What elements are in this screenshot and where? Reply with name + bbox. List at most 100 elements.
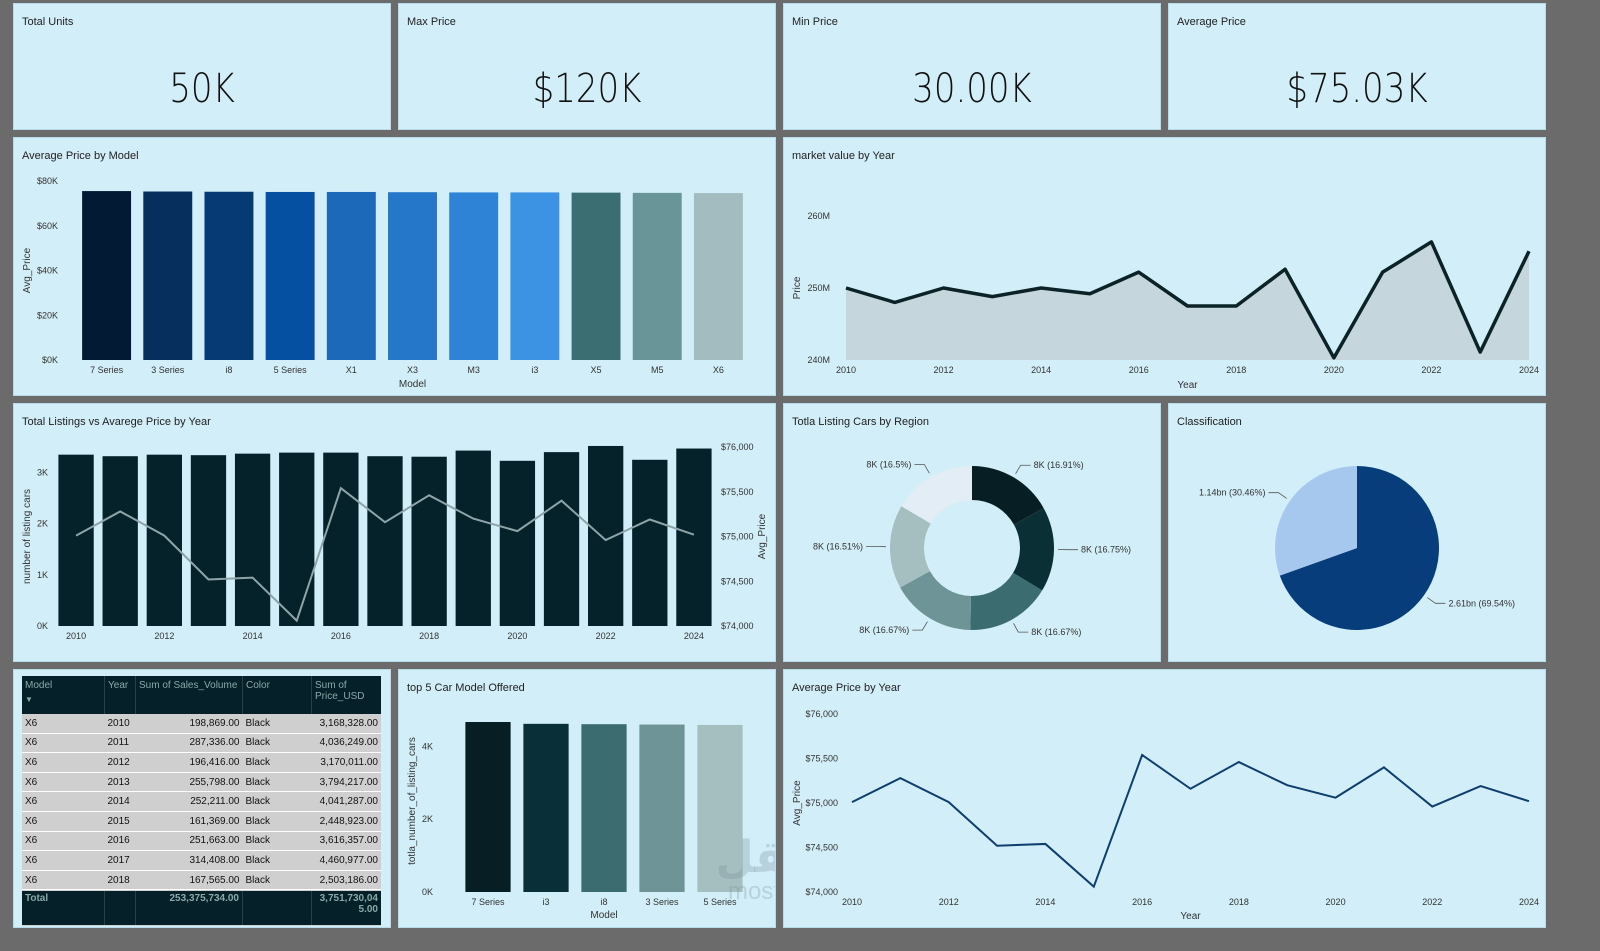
avg-price-by-model-card[interactable]: Average Price by Model $0K $20K $40K $60K $80…: [13, 137, 776, 396]
table-row[interactable]: X6 2017 314,408.00 Black 4,460,977.00: [22, 850, 381, 871]
y-tick-label: $75,500: [805, 754, 838, 764]
y-tick-label: $60K: [37, 221, 58, 231]
bar: [265, 191, 315, 360]
table-row[interactable]: X6 2012 196,416.00 Black 3,170,011.00: [22, 752, 381, 773]
y-tick-label: $75,000: [805, 798, 838, 808]
x-tick-label: 2010: [842, 897, 862, 907]
y-tick-label: $74,500: [805, 843, 838, 853]
y-tick-label: 260M: [807, 211, 830, 221]
col-header-label: Sum of Price_USD: [315, 680, 365, 702]
table-cell: Black: [242, 870, 312, 891]
sales-table-card[interactable]: Model ▼ Year Sum of Sales_Volume Color Su…: [13, 669, 391, 928]
table-cell: Black: [242, 733, 312, 754]
table-row[interactable]: X6 2018 167,565.00 Black 2,503,186.00: [22, 870, 381, 891]
bar: [571, 192, 621, 360]
y-tick-label: 0K: [37, 621, 48, 631]
slice-label: 8K (16.91%): [1034, 460, 1084, 470]
slice: [970, 572, 1043, 630]
kpi-card-max-price[interactable]: Max Price $120K: [398, 3, 776, 130]
table-cell: Black: [242, 811, 312, 832]
sort-down-icon[interactable]: ▼: [25, 695, 33, 704]
table-cell: Black: [242, 714, 312, 734]
leader-line: [1268, 492, 1287, 499]
bar: [510, 192, 560, 360]
x-tick-label: 2024: [684, 631, 704, 641]
kpi-card-total-units[interactable]: Total Units 50K: [13, 3, 391, 130]
bar: [697, 724, 743, 892]
y-axis-label: number of listing cars: [22, 489, 33, 584]
market-value-by-year-card[interactable]: market value by Year 240M 250M 260M Price 201…: [783, 137, 1546, 396]
col-header-label: Model: [25, 680, 53, 691]
table-row[interactable]: X6 2011 287,336.00 Black 4,036,249.00: [22, 733, 381, 754]
bar: [693, 193, 743, 360]
market-value-by-year-chart: market value by Year 240M 250M 260M Price 201…: [792, 150, 1539, 391]
y-axis-label: Avg_Price: [792, 780, 803, 826]
kpi-title: Average Price: [1177, 16, 1246, 28]
col-header-price[interactable]: Sum of Price_USD: [311, 676, 381, 714]
y2-axis-label: Avg_Price: [757, 513, 768, 559]
table-cell: 4,036,249.00: [311, 733, 381, 754]
bar: [455, 450, 491, 626]
table-cell: 198,869.00: [135, 714, 243, 734]
kpi-card-average-price[interactable]: Average Price $75.03K: [1168, 3, 1546, 130]
listings-vs-avg-price-card[interactable]: Total Listings vs Avarege Price by Year 0…: [13, 403, 776, 662]
bar: [367, 456, 403, 626]
table-row[interactable]: X6 2014 252,211.00 Black 4,041,287.00: [22, 791, 381, 812]
table-cell: 2014: [104, 791, 136, 812]
area-fill: [846, 241, 1529, 360]
table-cell: X6: [22, 870, 105, 891]
top5-models-card[interactable]: top 5 Car Model Offered 0K 2K 4K totla_numbe…: [398, 669, 776, 928]
x-tick-label: 7 Series: [90, 365, 124, 375]
col-header-model[interactable]: Model ▼: [22, 676, 105, 714]
slice: [890, 506, 931, 588]
col-header-year[interactable]: Year: [104, 676, 136, 714]
y-tick-label: 0K: [422, 887, 433, 897]
sales-table-scroll[interactable]: Model ▼ Year Sum of Sales_Volume Color Su…: [22, 676, 381, 926]
x-tick-label: 2014: [1035, 897, 1055, 907]
slice-label: 8K (16.67%): [1031, 627, 1081, 637]
slice: [901, 466, 972, 524]
chart-title: Average Price by Model: [22, 150, 139, 162]
y-tick-label: 1K: [37, 570, 48, 580]
x-tick-label: M5: [651, 365, 664, 375]
x-tick-label: i3: [542, 897, 549, 907]
bar: [449, 192, 499, 360]
y-tick-label: $74,000: [805, 887, 838, 897]
slice: [1279, 466, 1439, 630]
x-tick-label: 2010: [66, 631, 86, 641]
chart-title: Classification: [1177, 416, 1242, 428]
x-tick-label: 2014: [1031, 365, 1051, 375]
table-row[interactable]: X6 2010 198,869.00 Black 3,168,328.00: [22, 714, 381, 734]
slice-label: 8K (16.75%): [1081, 545, 1131, 555]
table-header-row: Model ▼ Year Sum of Sales_Volume Color Su…: [22, 676, 381, 714]
x-tick-label: 5 Series: [274, 365, 308, 375]
y-tick-label: $76,000: [805, 709, 838, 719]
avg-price-by-year-chart: Average Price by Year $74,000 $74,500 $75,0…: [792, 682, 1539, 922]
avg-price-line: [75, 486, 695, 623]
table-row[interactable]: X6 2016 251,663.00 Black 3,616,357.00: [22, 831, 381, 852]
y2-tick-label: $75,500: [721, 487, 754, 497]
table-cell: Black: [242, 772, 312, 793]
col-header-color[interactable]: Color: [242, 676, 312, 714]
watermark: مستقل mostaql.com: [691, 836, 775, 904]
slice-label: 8K (16.5%): [866, 460, 911, 470]
y-axis-label: Price: [792, 276, 803, 299]
y-tick-label: 250M: [807, 283, 830, 293]
table-cell: 2015: [104, 811, 136, 832]
chart-title: Average Price by Year: [792, 682, 901, 694]
slice-label: 8K (16.67%): [859, 625, 909, 635]
classification-card[interactable]: Classification 2.61bn (69.54%) 1.14bn (30.…: [1168, 403, 1546, 662]
table-row[interactable]: X6 2015 161,369.00 Black 2,448,923.00: [22, 811, 381, 832]
avg-price-by-year-card[interactable]: Average Price by Year $74,000 $74,500 $75,0…: [783, 669, 1546, 928]
table-cell: 3,794,217.00: [311, 772, 381, 793]
col-header-sales-volume[interactable]: Sum of Sales_Volume: [135, 676, 243, 714]
table-cell: 2013: [104, 772, 136, 793]
table-row[interactable]: X6 2013 255,798.00 Black 3,794,217.00: [22, 772, 381, 793]
table-cell: X6: [22, 831, 105, 852]
slice: [900, 571, 972, 630]
listing-by-region-card[interactable]: Totla Listing Cars by Region 8K (16.91%) 8…: [783, 403, 1161, 662]
slice: [1275, 466, 1357, 576]
kpi-card-min-price[interactable]: Min Price 30.00K: [783, 3, 1161, 130]
bar: [588, 445, 624, 626]
x-tick-label: 2020: [507, 631, 527, 641]
